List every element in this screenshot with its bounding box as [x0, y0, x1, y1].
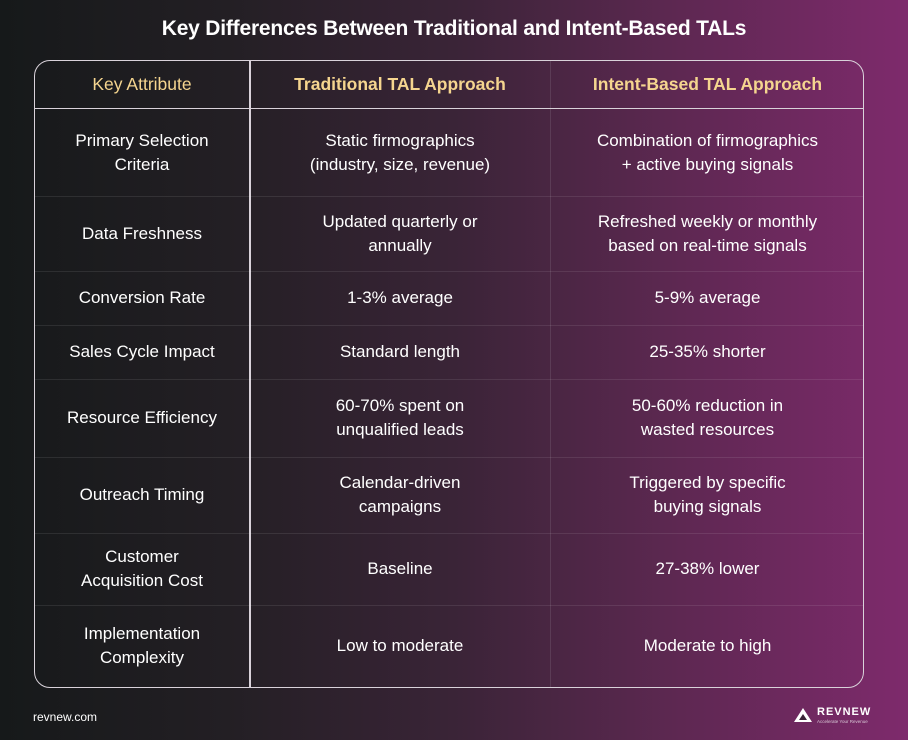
intent-cell: Refreshed weekly or monthly based on rea… [597, 211, 818, 255]
attribute-cell: Primary Selection Criteria [75, 130, 209, 174]
intent-cell: 27-38% lower [655, 559, 760, 578]
header-traditional: Traditional TAL Approach [294, 74, 506, 94]
header-intent-based: Intent-Based TAL Approach [592, 74, 823, 94]
traditional-cell: Baseline [367, 559, 433, 578]
page-title: Key Differences Between Traditional and … [161, 17, 747, 40]
table-row: Outreach Timing Calendar-driven campaign… [35, 457, 863, 534]
intent-cell: Moderate to high [643, 636, 772, 655]
attribute-cell: Implementation Complexity [83, 624, 201, 667]
intent-cell: 50-60% reduction in wasted resources [631, 396, 784, 439]
table-header-row: Key Attribute Traditional TAL Approach I… [35, 61, 863, 109]
header-key-attribute: Key Attribute [92, 74, 192, 94]
traditional-cell: Low to moderate [336, 636, 464, 655]
table-row: Implementation Complexity Low to moderat… [35, 605, 863, 687]
attribute-cell: Customer Acquisition Cost [81, 547, 203, 590]
intent-cell: Combination of firmographics + active bu… [596, 130, 819, 174]
attribute-cell: Sales Cycle Impact [69, 342, 215, 361]
traditional-cell: Calendar-driven campaigns [339, 473, 461, 516]
traditional-cell: 1-3% average [347, 288, 453, 307]
table-row: Resource Efficiency 60-70% spent on unqu… [35, 379, 863, 458]
table-row: Sales Cycle Impact Standard length 25-35… [35, 325, 863, 380]
column-divider [249, 61, 251, 687]
table-row: Customer Acquisition Cost Baseline 27-38… [35, 533, 863, 606]
traditional-cell: Updated quarterly or annually [322, 211, 478, 255]
mountain-logo-icon [794, 708, 812, 722]
brand-logo: REVNEW Accelerate Your Revenue [793, 705, 875, 727]
column-divider [550, 61, 551, 687]
table-row: Conversion Rate 1-3% average 5-9% averag… [35, 271, 863, 326]
table-row: Data Freshness Updated quarterly or annu… [35, 196, 863, 272]
brand-name: REVNEW [817, 706, 872, 718]
website-link[interactable]: revnew.com [33, 710, 98, 724]
traditional-cell: Standard length [339, 342, 461, 361]
intent-cell: 5-9% average [654, 288, 761, 307]
traditional-cell: 60-70% spent on unqualified leads [335, 396, 465, 439]
attribute-cell: Data Freshness [82, 223, 202, 243]
attribute-cell: Outreach Timing [79, 485, 205, 504]
traditional-cell: Static firmographics (industry, size, re… [309, 130, 491, 174]
attribute-cell: Resource Efficiency [67, 408, 217, 427]
comparison-table: Key Attribute Traditional TAL Approach I… [34, 60, 864, 688]
brand-tagline: Accelerate Your Revenue [817, 719, 868, 724]
attribute-cell: Conversion Rate [78, 288, 206, 307]
intent-cell: Triggered by specific buying signals [629, 473, 786, 516]
table-row: Primary Selection Criteria Static firmog… [35, 109, 863, 197]
intent-cell: 25-35% shorter [649, 342, 766, 361]
